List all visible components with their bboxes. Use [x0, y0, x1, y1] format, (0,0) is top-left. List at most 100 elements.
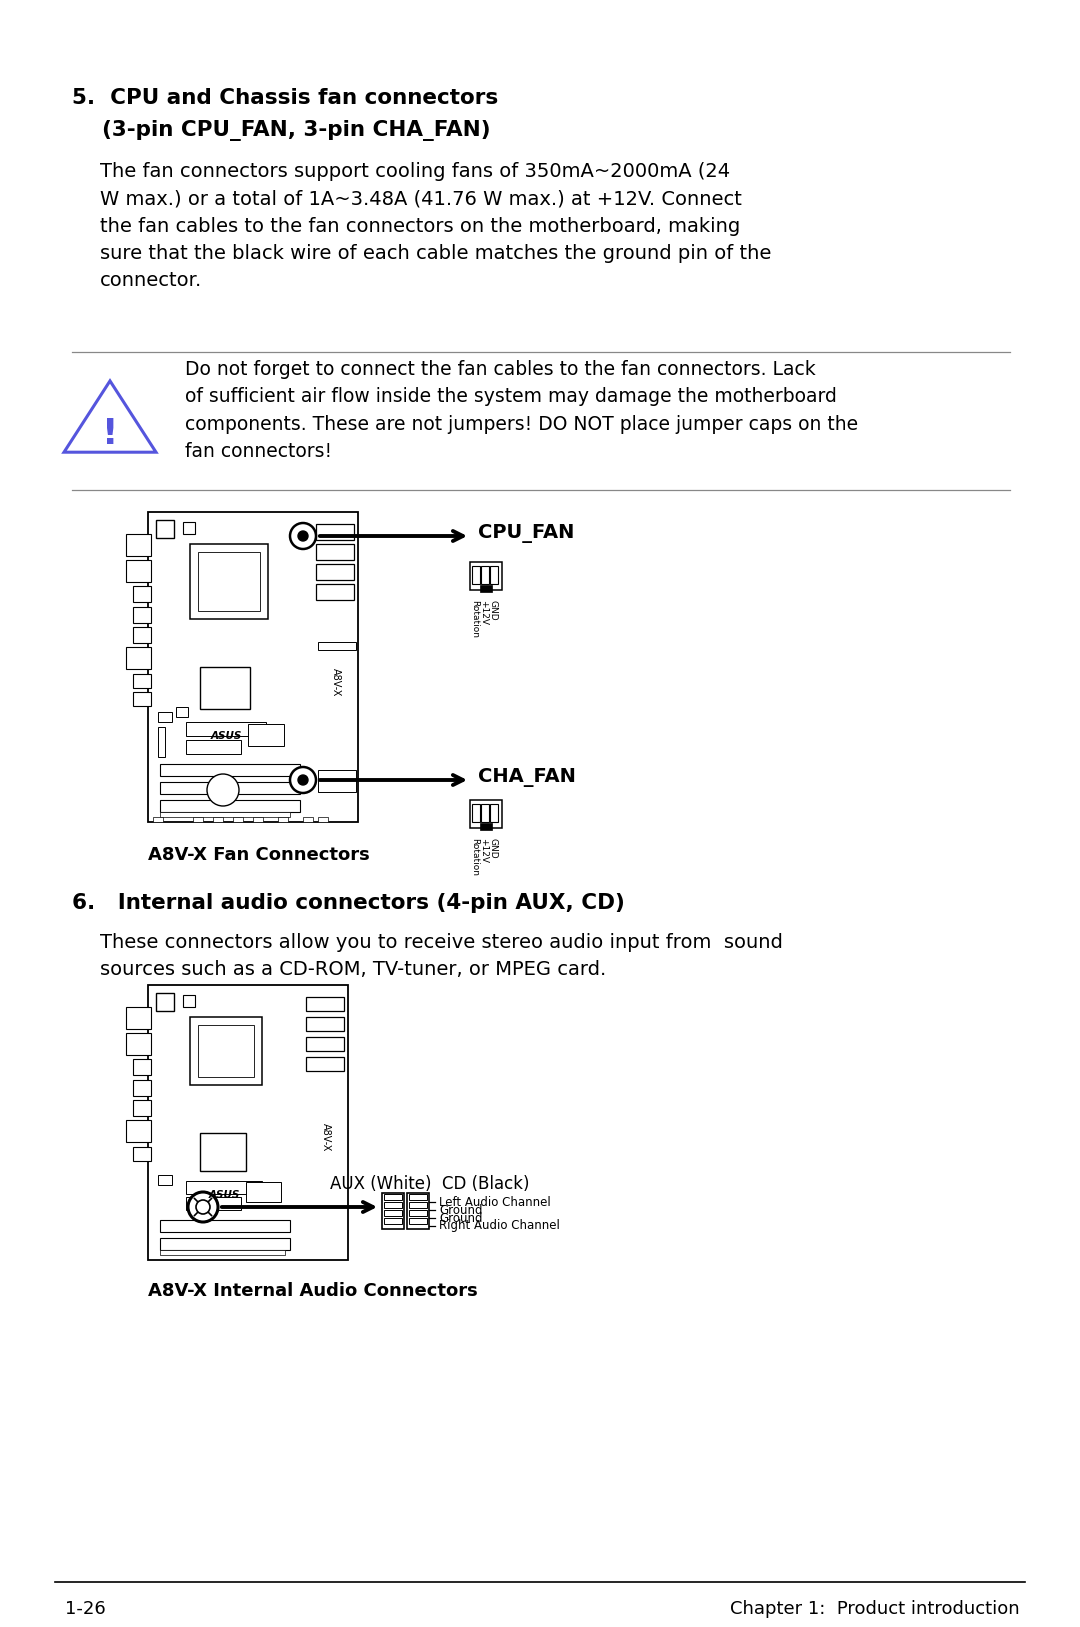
Circle shape [188, 1193, 218, 1222]
Bar [382, 1193, 404, 1228]
Bar [198, 1025, 254, 1077]
Bar [126, 1033, 151, 1054]
Bar [409, 1194, 427, 1201]
Bar [316, 565, 354, 579]
Bar [306, 1036, 345, 1051]
Text: GND: GND [488, 600, 498, 620]
Bar [160, 800, 300, 812]
Text: CPU_FAN: CPU_FAN [478, 524, 575, 542]
Bar [253, 817, 264, 822]
Bar [384, 1210, 402, 1215]
Text: These connectors allow you to receive stereo audio input from  sound
sources suc: These connectors allow you to receive st… [100, 932, 783, 979]
Text: Ground: Ground [438, 1212, 483, 1225]
Text: ASUS: ASUS [208, 1189, 240, 1201]
Bar [126, 648, 151, 669]
Text: CHA_FAN: CHA_FAN [478, 768, 576, 786]
Bar [480, 823, 492, 830]
Text: Left Audio Channel: Left Audio Channel [438, 1196, 551, 1209]
Text: Ground: Ground [438, 1204, 483, 1217]
Bar [133, 1080, 151, 1097]
Bar [148, 984, 348, 1259]
Bar [316, 584, 354, 600]
Bar [133, 626, 151, 643]
Circle shape [291, 522, 316, 548]
Bar [278, 817, 288, 822]
Bar [306, 997, 345, 1010]
Text: Rotation: Rotation [471, 838, 480, 875]
Bar [409, 1219, 427, 1224]
Bar [133, 1147, 151, 1162]
Text: A8V-X Fan Connectors: A8V-X Fan Connectors [148, 846, 369, 864]
Bar [303, 817, 313, 822]
Circle shape [207, 774, 239, 805]
Text: !: ! [102, 417, 118, 451]
Text: AUX (White)  CD (Black): AUX (White) CD (Black) [330, 1175, 529, 1193]
Polygon shape [64, 381, 156, 452]
Bar [407, 1193, 429, 1228]
Text: The fan connectors support cooling fans of 350mA~2000mA (24
W max.) or a total o: The fan connectors support cooling fans … [100, 163, 771, 290]
Bar [190, 1017, 262, 1085]
Bar [133, 607, 151, 623]
Bar [156, 521, 174, 539]
Bar [133, 1100, 151, 1116]
Bar [481, 804, 489, 822]
Bar [316, 543, 354, 560]
Bar [133, 1059, 151, 1075]
Bar [186, 740, 241, 753]
Bar [176, 708, 188, 718]
Bar [384, 1219, 402, 1224]
Bar [183, 522, 195, 534]
Text: ASUS: ASUS [211, 731, 242, 740]
Bar [190, 543, 268, 618]
Bar [490, 804, 498, 822]
Bar [472, 804, 480, 822]
Bar [160, 1220, 291, 1232]
Bar [193, 817, 203, 822]
Text: A8V-X Internal Audio Connectors: A8V-X Internal Audio Connectors [148, 1282, 477, 1300]
Bar [160, 812, 291, 817]
Bar [126, 560, 151, 582]
Bar [198, 552, 260, 612]
Bar [481, 566, 489, 584]
Bar [156, 992, 174, 1010]
Bar [318, 643, 356, 651]
Text: (3-pin CPU_FAN, 3-pin CHA_FAN): (3-pin CPU_FAN, 3-pin CHA_FAN) [72, 120, 490, 142]
Bar [472, 566, 480, 584]
Text: Rotation: Rotation [471, 600, 480, 638]
Bar [133, 586, 151, 602]
Bar [200, 1132, 246, 1171]
Bar [480, 586, 492, 592]
Text: 5.  CPU and Chassis fan connectors: 5. CPU and Chassis fan connectors [72, 88, 498, 107]
Bar [318, 817, 328, 822]
Text: +12V: +12V [480, 600, 488, 625]
Bar [409, 1202, 427, 1207]
Bar [248, 724, 284, 747]
Text: Do not forget to connect the fan cables to the fan connectors. Lack
of sufficien: Do not forget to connect the fan cables … [185, 360, 859, 460]
Text: A8V-X: A8V-X [321, 1123, 330, 1152]
Bar [148, 513, 357, 822]
Bar [318, 770, 356, 792]
Bar [233, 817, 243, 822]
Bar [470, 800, 502, 828]
Bar [246, 1181, 281, 1202]
Bar [306, 1058, 345, 1071]
Bar [160, 1238, 291, 1250]
Bar [158, 1175, 172, 1184]
Text: Right Audio Channel: Right Audio Channel [438, 1220, 559, 1233]
Bar [133, 691, 151, 706]
Bar [409, 1210, 427, 1215]
Bar [158, 727, 165, 757]
Text: +12V: +12V [480, 838, 488, 862]
Bar [384, 1202, 402, 1207]
Text: GND: GND [488, 838, 498, 859]
Circle shape [298, 774, 308, 784]
Bar [186, 1181, 262, 1194]
Bar [200, 667, 249, 709]
Bar [158, 713, 172, 722]
Bar [316, 524, 354, 540]
Bar [470, 561, 502, 591]
Bar [126, 1119, 151, 1142]
Circle shape [291, 766, 316, 792]
Bar [384, 1194, 402, 1201]
Text: 6.   Internal audio connectors (4-pin AUX, CD): 6. Internal audio connectors (4-pin AUX,… [72, 893, 625, 913]
